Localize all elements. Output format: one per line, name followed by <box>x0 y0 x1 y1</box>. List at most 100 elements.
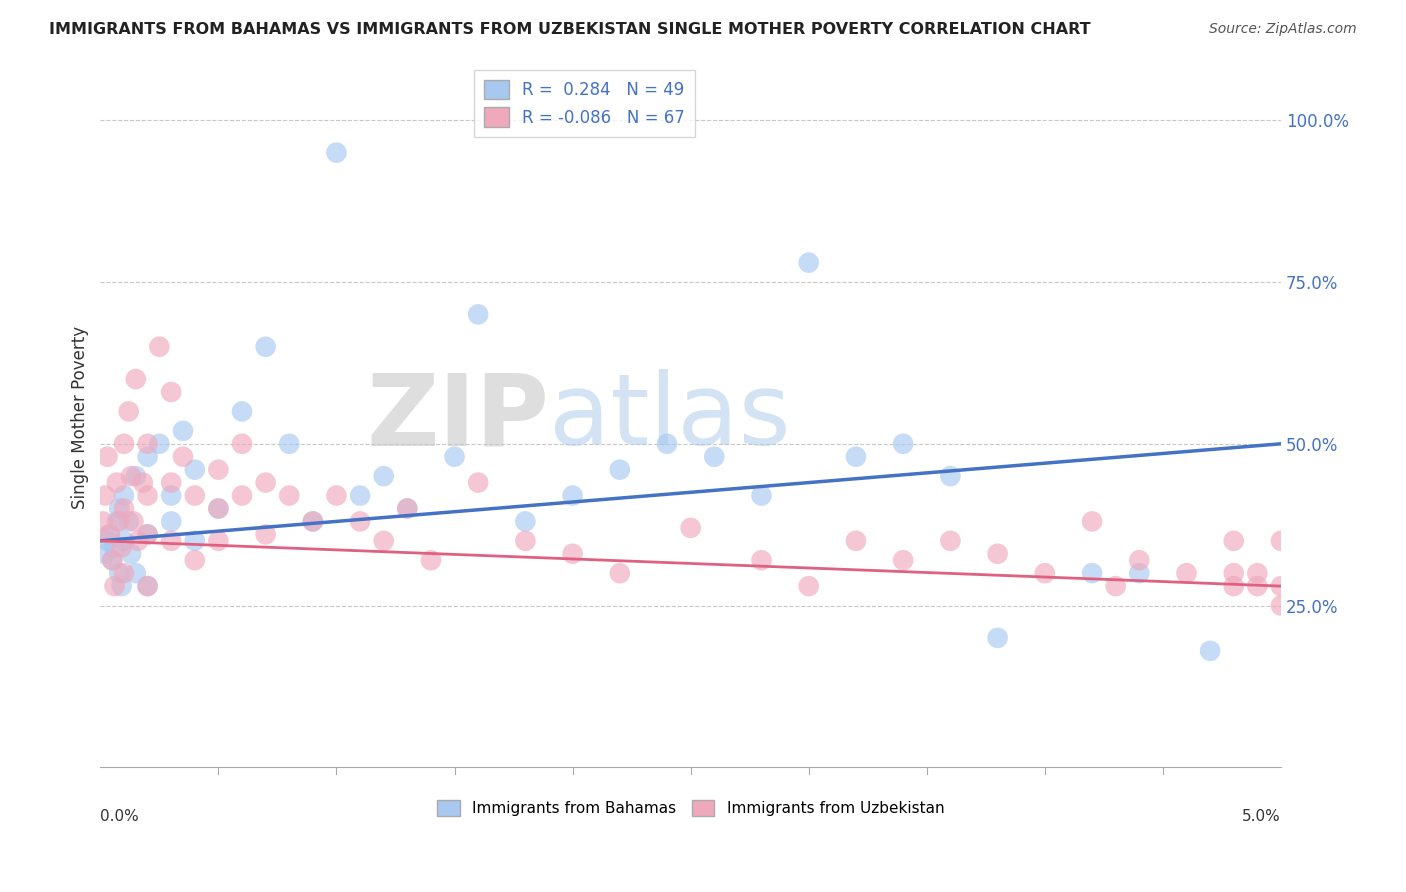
Point <box>112 489 135 503</box>
Point <box>136 437 159 451</box>
Point <box>136 579 159 593</box>
Point <box>94 489 117 503</box>
Point <box>103 579 125 593</box>
Point <box>845 450 868 464</box>
Point <box>127 533 149 548</box>
Point <box>91 515 114 529</box>
Point <box>118 515 141 529</box>
Point <box>561 547 583 561</box>
Point <box>136 450 159 464</box>
Point <box>112 533 135 548</box>
Point <box>443 450 465 464</box>
Point <box>797 255 820 269</box>
Point <box>101 553 124 567</box>
Point <box>1222 533 1244 548</box>
Point <box>125 372 148 386</box>
Text: atlas: atlas <box>548 369 790 467</box>
Point <box>845 533 868 548</box>
Point <box>125 469 148 483</box>
Point <box>1222 579 1244 593</box>
Point <box>467 475 489 490</box>
Point <box>108 566 131 581</box>
Point <box>108 501 131 516</box>
Point <box>987 631 1010 645</box>
Point <box>160 475 183 490</box>
Text: IMMIGRANTS FROM BAHAMAS VS IMMIGRANTS FROM UZBEKISTAN SINGLE MOTHER POVERTY CORR: IMMIGRANTS FROM BAHAMAS VS IMMIGRANTS FR… <box>49 22 1091 37</box>
Point <box>325 489 347 503</box>
Point <box>891 553 914 567</box>
Point <box>108 515 131 529</box>
Point <box>278 489 301 503</box>
Point <box>98 527 121 541</box>
Point <box>349 515 371 529</box>
Point <box>172 450 194 464</box>
Point <box>120 469 142 483</box>
Point <box>373 469 395 483</box>
Point <box>94 547 117 561</box>
Point <box>939 469 962 483</box>
Point <box>655 437 678 451</box>
Point <box>1175 566 1198 581</box>
Point <box>207 533 229 548</box>
Point <box>302 515 325 529</box>
Point <box>110 579 132 593</box>
Point <box>1270 599 1292 613</box>
Text: ZIP: ZIP <box>366 369 548 467</box>
Point <box>419 553 441 567</box>
Point <box>515 533 537 548</box>
Point <box>1199 644 1222 658</box>
Point <box>101 553 124 567</box>
Point <box>125 566 148 581</box>
Point <box>112 437 135 451</box>
Point <box>302 515 325 529</box>
Point <box>136 527 159 541</box>
Point <box>1246 566 1268 581</box>
Point <box>231 404 253 418</box>
Point <box>231 489 253 503</box>
Point <box>118 404 141 418</box>
Point <box>96 450 118 464</box>
Point <box>1128 566 1150 581</box>
Point <box>396 501 419 516</box>
Text: 5.0%: 5.0% <box>1243 809 1281 824</box>
Point <box>1033 566 1056 581</box>
Point <box>609 463 631 477</box>
Point <box>148 340 170 354</box>
Point <box>112 566 135 581</box>
Point <box>1081 566 1104 581</box>
Point <box>349 489 371 503</box>
Point <box>1105 579 1128 593</box>
Point <box>751 553 773 567</box>
Point <box>1270 533 1292 548</box>
Point <box>112 501 135 516</box>
Point <box>96 533 118 548</box>
Point <box>122 515 145 529</box>
Point <box>939 533 962 548</box>
Point <box>207 463 229 477</box>
Text: 0.0%: 0.0% <box>100 809 139 824</box>
Point <box>184 489 207 503</box>
Point <box>515 515 537 529</box>
Point <box>160 515 183 529</box>
Point <box>1270 579 1292 593</box>
Point <box>132 475 155 490</box>
Point <box>396 501 419 516</box>
Point <box>120 547 142 561</box>
Point <box>254 475 277 490</box>
Point <box>325 145 347 160</box>
Point <box>254 340 277 354</box>
Point <box>105 475 128 490</box>
Point <box>136 579 159 593</box>
Point <box>1246 579 1268 593</box>
Point <box>184 463 207 477</box>
Point <box>797 579 820 593</box>
Point <box>891 437 914 451</box>
Point <box>751 489 773 503</box>
Point <box>1222 566 1244 581</box>
Point <box>98 527 121 541</box>
Legend: R =  0.284   N = 49, R = -0.086   N = 67: R = 0.284 N = 49, R = -0.086 N = 67 <box>474 70 695 136</box>
Point <box>987 547 1010 561</box>
Text: Source: ZipAtlas.com: Source: ZipAtlas.com <box>1209 22 1357 37</box>
Point <box>110 541 132 555</box>
Point <box>136 527 159 541</box>
